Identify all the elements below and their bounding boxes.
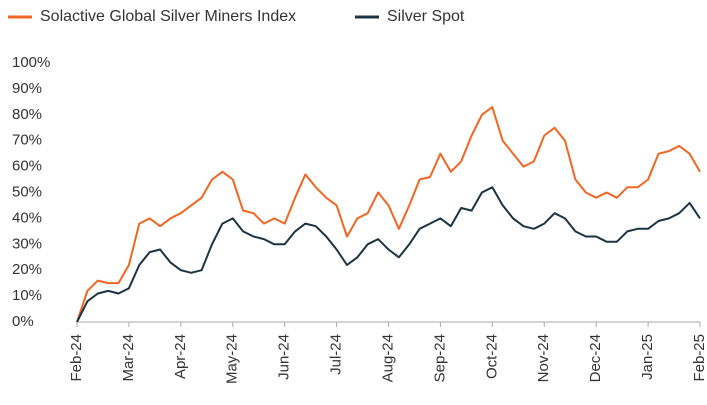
x-tick-label: Oct-24: [483, 334, 500, 379]
y-tick-label: 50%: [12, 183, 42, 200]
y-tick-label: 60%: [12, 158, 42, 175]
x-tick-label: Feb-25: [691, 334, 707, 382]
y-tick-label: 80%: [12, 106, 42, 123]
x-tick-label: Jan-25: [639, 334, 656, 380]
series-line: [76, 186, 701, 323]
y-tick-label: 20%: [12, 261, 42, 278]
x-tick-label: Nov-24: [535, 334, 552, 382]
x-tick-label: Aug-24: [379, 334, 396, 382]
x-tick-label: Jul-24: [328, 334, 345, 375]
y-tick-label: 40%: [12, 209, 42, 226]
series-line: [76, 106, 701, 323]
x-tick-label: Mar-24: [120, 334, 137, 382]
x-tick-label: Apr-24: [172, 334, 189, 379]
legend-label: Solactive Global Silver Miners Index: [40, 8, 296, 25]
y-tick-label: 100%: [12, 54, 50, 71]
x-tick-label: Feb-24: [68, 334, 85, 382]
y-tick-label: 30%: [12, 235, 42, 252]
x-tick-label: May-24: [224, 334, 241, 384]
y-tick-label: 90%: [12, 80, 42, 97]
x-tick-label: Dec-24: [587, 334, 604, 382]
y-tick-label: 70%: [12, 132, 42, 149]
x-tick-label: Jun-24: [276, 334, 293, 380]
y-tick-label: 0%: [12, 313, 34, 330]
legend-label: Silver Spot: [387, 8, 465, 25]
y-tick-label: 10%: [12, 287, 42, 304]
x-tick-label: Sep-24: [431, 334, 448, 382]
